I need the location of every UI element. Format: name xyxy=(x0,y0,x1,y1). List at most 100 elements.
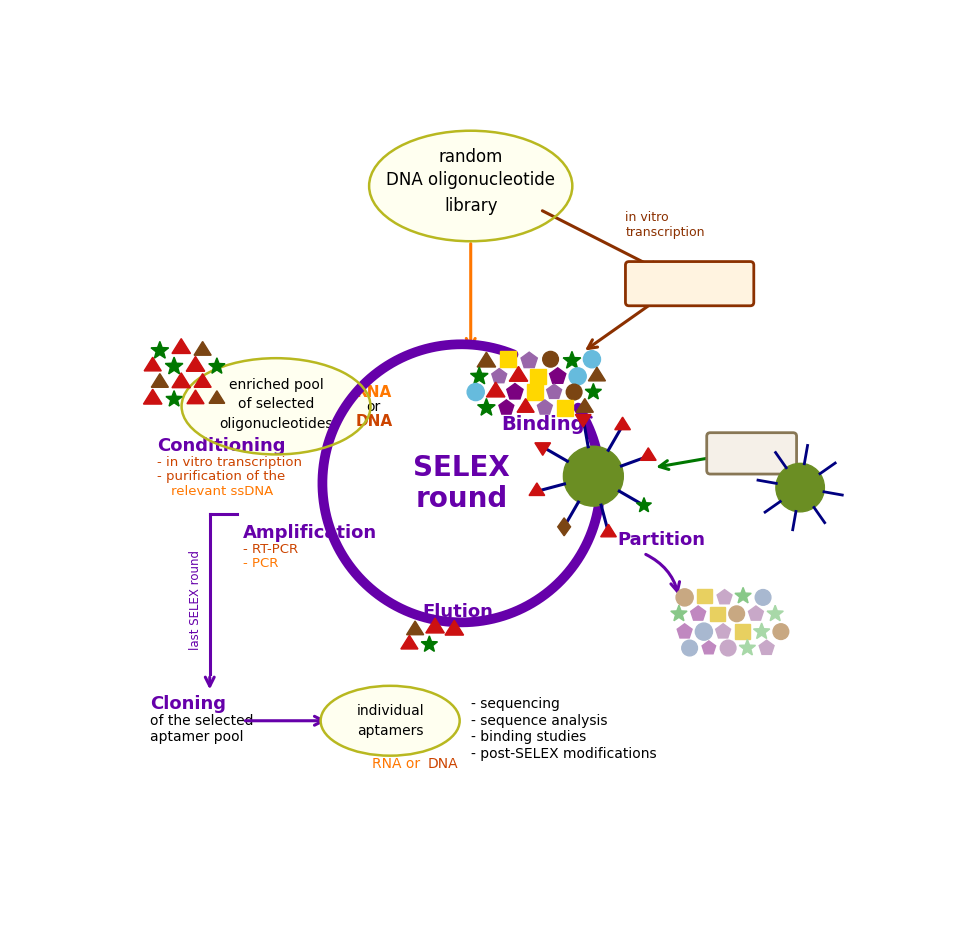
FancyBboxPatch shape xyxy=(625,261,754,306)
Text: DNA: DNA xyxy=(355,415,392,430)
Text: - in vitro transcription: - in vitro transcription xyxy=(157,457,302,469)
Polygon shape xyxy=(401,635,418,649)
Polygon shape xyxy=(550,368,566,383)
Text: Binding: Binding xyxy=(502,416,586,434)
Polygon shape xyxy=(507,383,523,399)
Polygon shape xyxy=(172,339,191,354)
Polygon shape xyxy=(166,391,182,407)
Polygon shape xyxy=(195,342,211,356)
FancyBboxPatch shape xyxy=(530,369,546,384)
Polygon shape xyxy=(166,357,183,374)
Polygon shape xyxy=(471,367,488,384)
Polygon shape xyxy=(521,352,537,368)
FancyBboxPatch shape xyxy=(500,351,515,367)
Polygon shape xyxy=(614,417,631,430)
Polygon shape xyxy=(509,367,528,382)
Circle shape xyxy=(543,351,559,367)
Circle shape xyxy=(773,624,789,640)
Polygon shape xyxy=(768,606,783,620)
Circle shape xyxy=(584,351,601,368)
Polygon shape xyxy=(477,352,496,367)
Text: last SELEX round: last SELEX round xyxy=(189,549,202,649)
Circle shape xyxy=(682,640,697,656)
Ellipse shape xyxy=(369,131,572,242)
Polygon shape xyxy=(517,398,534,412)
Polygon shape xyxy=(677,624,692,638)
Polygon shape xyxy=(421,636,437,651)
Circle shape xyxy=(563,446,623,507)
Polygon shape xyxy=(151,342,169,358)
Circle shape xyxy=(755,590,771,606)
Polygon shape xyxy=(144,357,161,371)
Polygon shape xyxy=(143,389,162,404)
Text: RNA: RNA xyxy=(355,384,392,399)
Text: - purification of the: - purification of the xyxy=(157,470,285,483)
Text: - PCR: - PCR xyxy=(243,557,278,570)
Text: or: or xyxy=(367,400,381,414)
Text: DNA: DNA xyxy=(428,757,458,770)
Circle shape xyxy=(566,384,582,400)
Polygon shape xyxy=(172,373,191,388)
Polygon shape xyxy=(547,384,561,398)
Text: Conditioning: Conditioning xyxy=(157,437,285,456)
Polygon shape xyxy=(529,483,545,495)
Text: - binding studies: - binding studies xyxy=(471,731,586,745)
Polygon shape xyxy=(753,623,769,639)
Polygon shape xyxy=(209,357,225,373)
Polygon shape xyxy=(671,606,687,620)
Text: Amplification: Amplification xyxy=(243,524,377,543)
Polygon shape xyxy=(186,357,205,371)
Text: RNA or: RNA or xyxy=(373,757,425,770)
FancyBboxPatch shape xyxy=(707,432,796,474)
FancyBboxPatch shape xyxy=(736,624,749,639)
Polygon shape xyxy=(637,497,651,512)
Polygon shape xyxy=(406,621,424,634)
Polygon shape xyxy=(151,373,169,387)
Polygon shape xyxy=(563,351,581,369)
Polygon shape xyxy=(740,640,756,655)
Circle shape xyxy=(720,640,736,656)
Text: relevant ssDNA: relevant ssDNA xyxy=(171,484,273,497)
Polygon shape xyxy=(748,606,764,620)
Polygon shape xyxy=(478,398,495,415)
Polygon shape xyxy=(195,373,211,387)
Text: Elution: Elution xyxy=(423,603,493,620)
Text: individual: individual xyxy=(356,704,424,718)
Text: - sequencing: - sequencing xyxy=(471,697,560,711)
Polygon shape xyxy=(759,640,774,655)
Polygon shape xyxy=(716,624,731,638)
Circle shape xyxy=(569,368,586,385)
Text: enriched pool: enriched pool xyxy=(228,378,324,392)
Polygon shape xyxy=(702,641,716,654)
Polygon shape xyxy=(499,400,514,414)
Polygon shape xyxy=(690,606,706,620)
FancyBboxPatch shape xyxy=(711,607,724,621)
Text: random: random xyxy=(438,148,503,167)
Circle shape xyxy=(676,589,693,606)
Text: Cloning: Cloning xyxy=(150,695,226,713)
Text: SELEX: SELEX xyxy=(413,454,509,482)
Ellipse shape xyxy=(321,686,459,756)
Polygon shape xyxy=(601,524,616,537)
Text: Target: Target xyxy=(719,444,784,462)
Text: - post-SELEX modifications: - post-SELEX modifications xyxy=(471,746,657,760)
Polygon shape xyxy=(534,443,551,456)
Text: - sequence analysis: - sequence analysis xyxy=(471,714,608,728)
Polygon shape xyxy=(209,391,224,404)
Text: aptamers: aptamers xyxy=(357,724,424,738)
Polygon shape xyxy=(486,382,505,397)
Ellipse shape xyxy=(182,358,371,455)
Text: in vitro
transcription: in vitro transcription xyxy=(625,211,705,239)
Text: library: library xyxy=(444,197,498,215)
Circle shape xyxy=(695,623,713,640)
FancyBboxPatch shape xyxy=(527,384,543,400)
Polygon shape xyxy=(445,620,463,635)
Text: aptamer pool: aptamer pool xyxy=(150,731,244,745)
Polygon shape xyxy=(187,390,204,404)
Circle shape xyxy=(776,463,824,512)
Text: - RT-PCR: - RT-PCR xyxy=(243,544,298,557)
Text: of the selected: of the selected xyxy=(150,714,253,728)
Polygon shape xyxy=(588,368,606,381)
Polygon shape xyxy=(575,415,591,427)
Circle shape xyxy=(467,383,484,401)
